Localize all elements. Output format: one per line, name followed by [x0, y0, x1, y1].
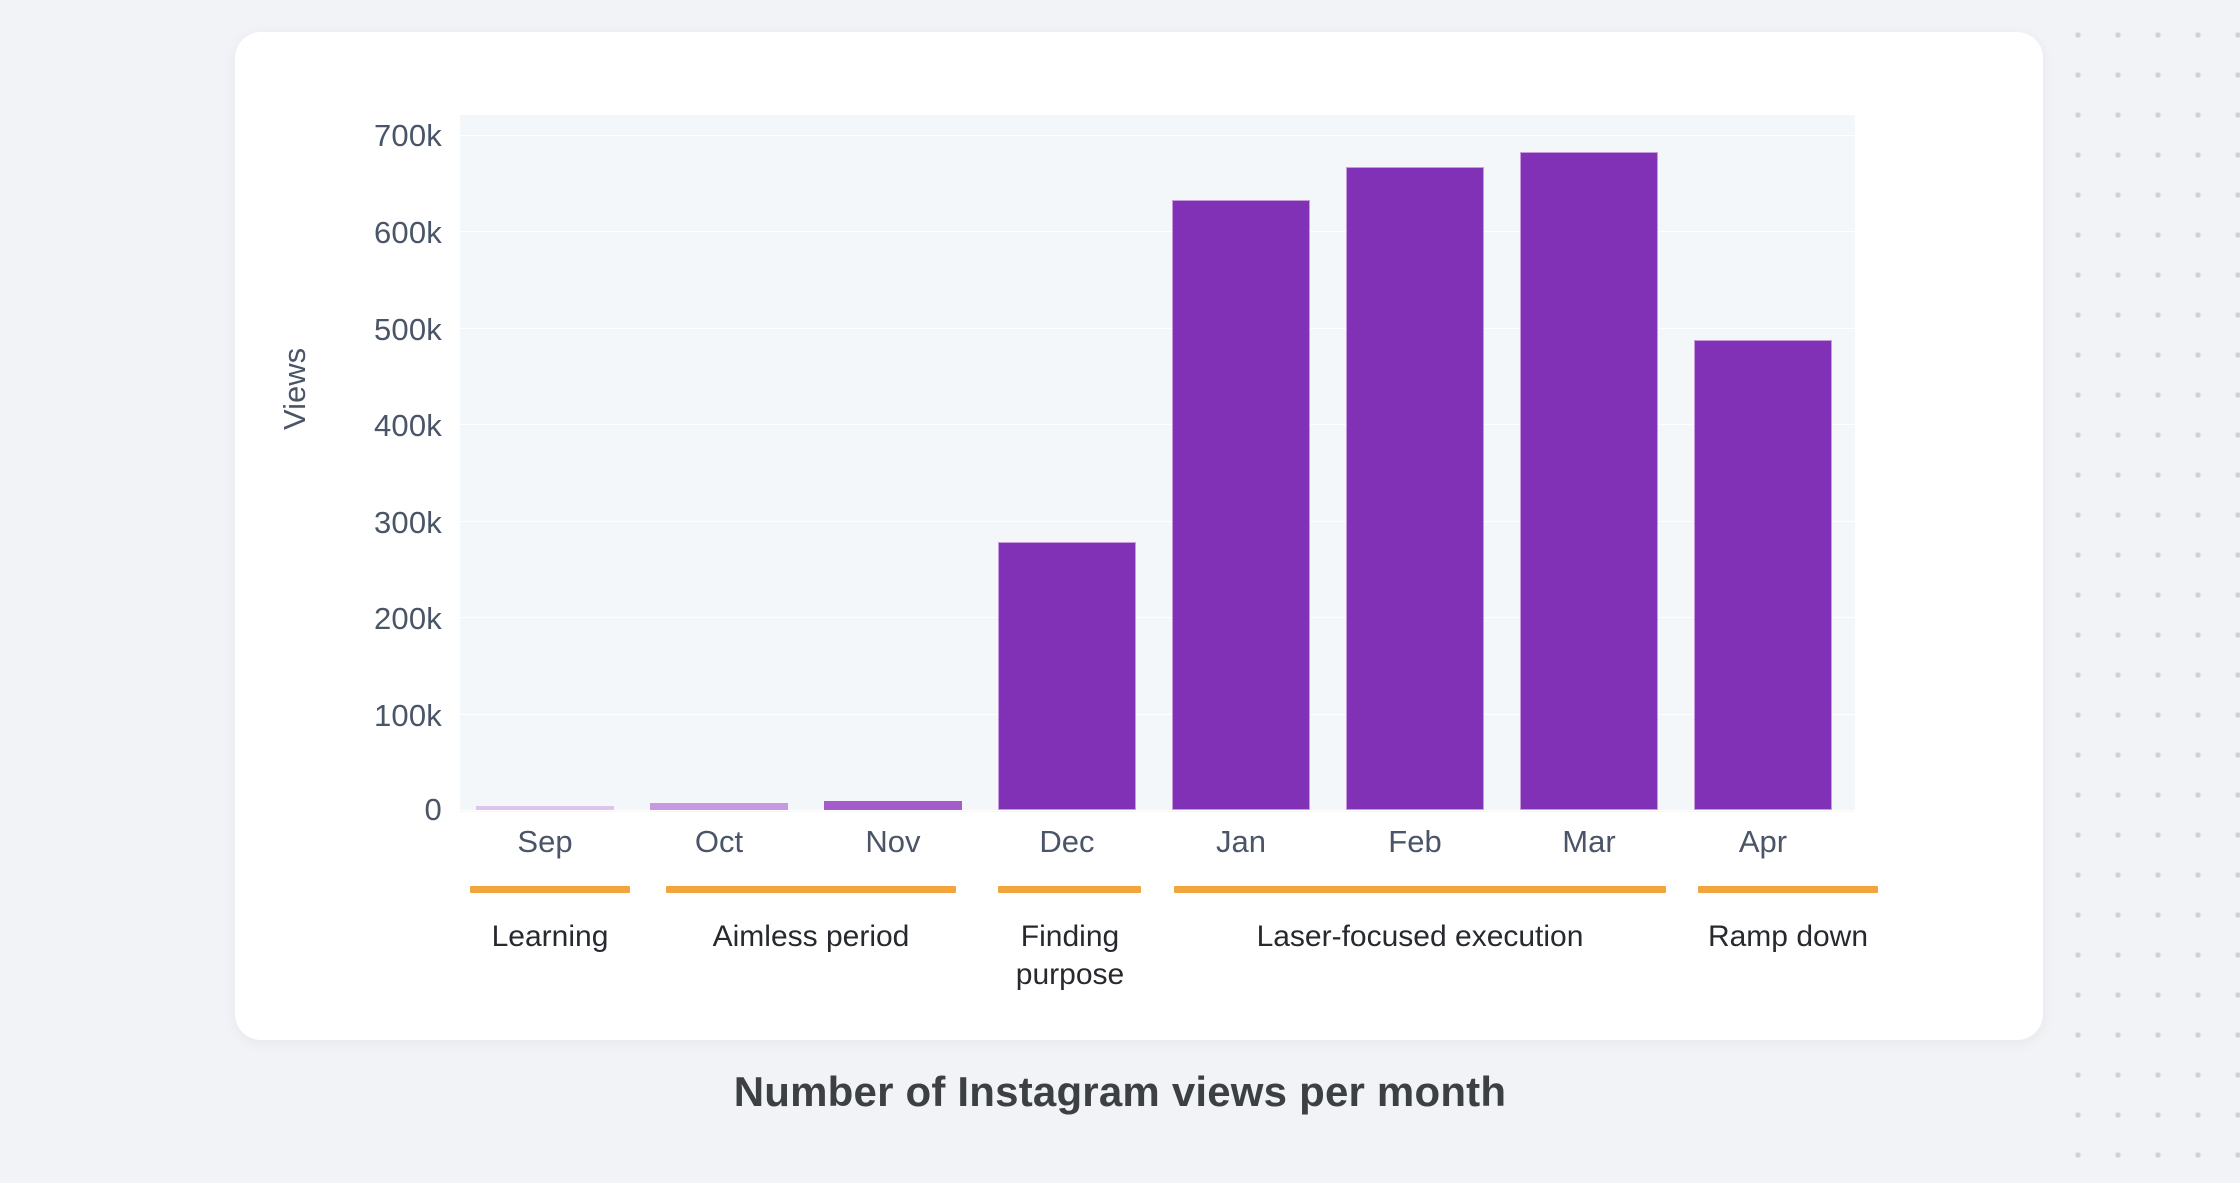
x-tick-jan: Jan — [1216, 824, 1266, 859]
gridline-300k — [460, 521, 1855, 522]
gridline-500k — [460, 328, 1855, 329]
bar-sep[interactable] — [476, 806, 614, 810]
x-tick-feb: Feb — [1388, 824, 1442, 859]
bar-apr[interactable] — [1694, 340, 1832, 810]
x-tick-nov: Nov — [865, 824, 921, 859]
bar-oct[interactable] — [650, 803, 788, 810]
phase-label-learning: Learning — [491, 920, 609, 953]
y-tick-300k: 300k — [373, 505, 442, 540]
phase-rule-aimless-period — [666, 886, 956, 893]
phase-label-finding-purpose: Finding purpose — [982, 918, 1158, 994]
x-tick-apr: Apr — [1738, 824, 1788, 859]
chart-caption: Number of Instagram views per month — [733, 1068, 1507, 1115]
phase-rule-learning — [470, 886, 630, 893]
y-tick-200k: 200k — [373, 601, 442, 636]
gridline-200k — [460, 617, 1855, 618]
y-tick-0: 0 — [424, 792, 442, 827]
y-tick-400k: 400k — [373, 408, 442, 443]
y-tick-500k: 500k — [373, 312, 442, 347]
x-tick-oct: Oct — [694, 824, 744, 859]
x-tick-sep: Sep — [517, 824, 573, 859]
bar-dec[interactable] — [998, 542, 1136, 810]
x-tick-mar: Mar — [1562, 824, 1616, 859]
phase-label-aimless-period: Aimless period — [712, 920, 910, 953]
phase-rule-laser-focused-execution — [1174, 886, 1666, 893]
phase-rule-ramp-down — [1698, 886, 1878, 893]
phase-label-ramp-down: Ramp down — [1707, 920, 1869, 953]
phase-label-laser-focused-execution: Laser-focused execution — [1256, 920, 1584, 953]
gridline-400k — [460, 424, 1855, 425]
x-tick-dec: Dec — [1039, 824, 1095, 859]
y-tick-700k: 700k — [373, 118, 442, 153]
gridline-0 — [460, 810, 1855, 811]
y-tick-100k: 100k — [373, 698, 442, 733]
y-axis-title: Views — [277, 347, 312, 430]
phase-label-finding-purpose-line1: Finding — [1020, 920, 1120, 953]
gridline-600k — [460, 231, 1855, 232]
y-tick-600k: 600k — [373, 215, 442, 250]
bar-jan[interactable] — [1172, 200, 1310, 810]
dot-pattern-background — [2044, 0, 2240, 1183]
gridline-700k — [460, 135, 1855, 136]
gridline-100k — [460, 714, 1855, 715]
bar-nov[interactable] — [824, 801, 962, 810]
bar-mar[interactable] — [1520, 152, 1658, 810]
phase-label-finding-purpose-line2: purpose — [1015, 958, 1125, 991]
bar-feb[interactable] — [1346, 167, 1484, 810]
phase-rule-finding-purpose — [998, 886, 1141, 893]
